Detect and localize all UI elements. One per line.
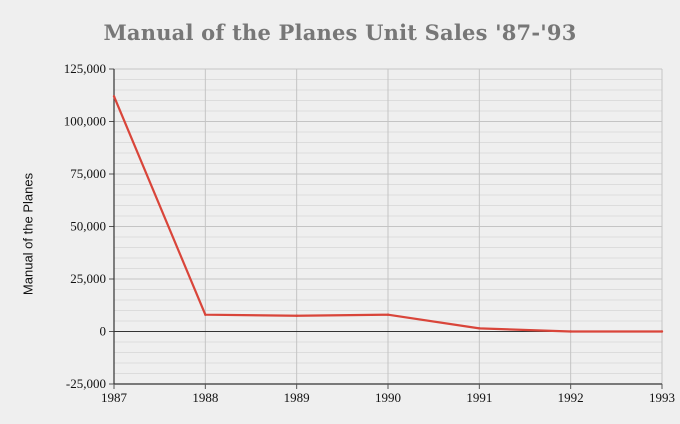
data-point [112, 95, 116, 98]
x-tick-label: 1993 [649, 390, 675, 405]
y-tick-label: 75,000 [70, 166, 106, 181]
y-tick-label: -25,000 [66, 376, 106, 391]
data-point [660, 330, 664, 333]
x-tick-label: 1989 [284, 390, 310, 405]
data-point [386, 313, 390, 316]
data-point [478, 327, 481, 330]
x-tick-label: 1991 [466, 390, 492, 405]
data-point [569, 330, 572, 333]
x-tick-label: 1987 [101, 390, 128, 405]
y-tick-label: 25,000 [70, 271, 106, 286]
chart-title: Manual of the Planes Unit Sales '87-'93 [103, 20, 577, 45]
x-tick-label: 1992 [558, 390, 584, 405]
x-tick-label: 1990 [375, 390, 401, 405]
x-tick-label: 1988 [192, 390, 218, 405]
y-tick-label: 125,000 [64, 61, 106, 76]
data-point [295, 314, 298, 317]
data-point [204, 313, 207, 316]
y-tick-label: 0 [100, 324, 107, 339]
y-tick-label: 50,000 [70, 219, 106, 234]
y-tick-label: 100,000 [64, 114, 106, 129]
